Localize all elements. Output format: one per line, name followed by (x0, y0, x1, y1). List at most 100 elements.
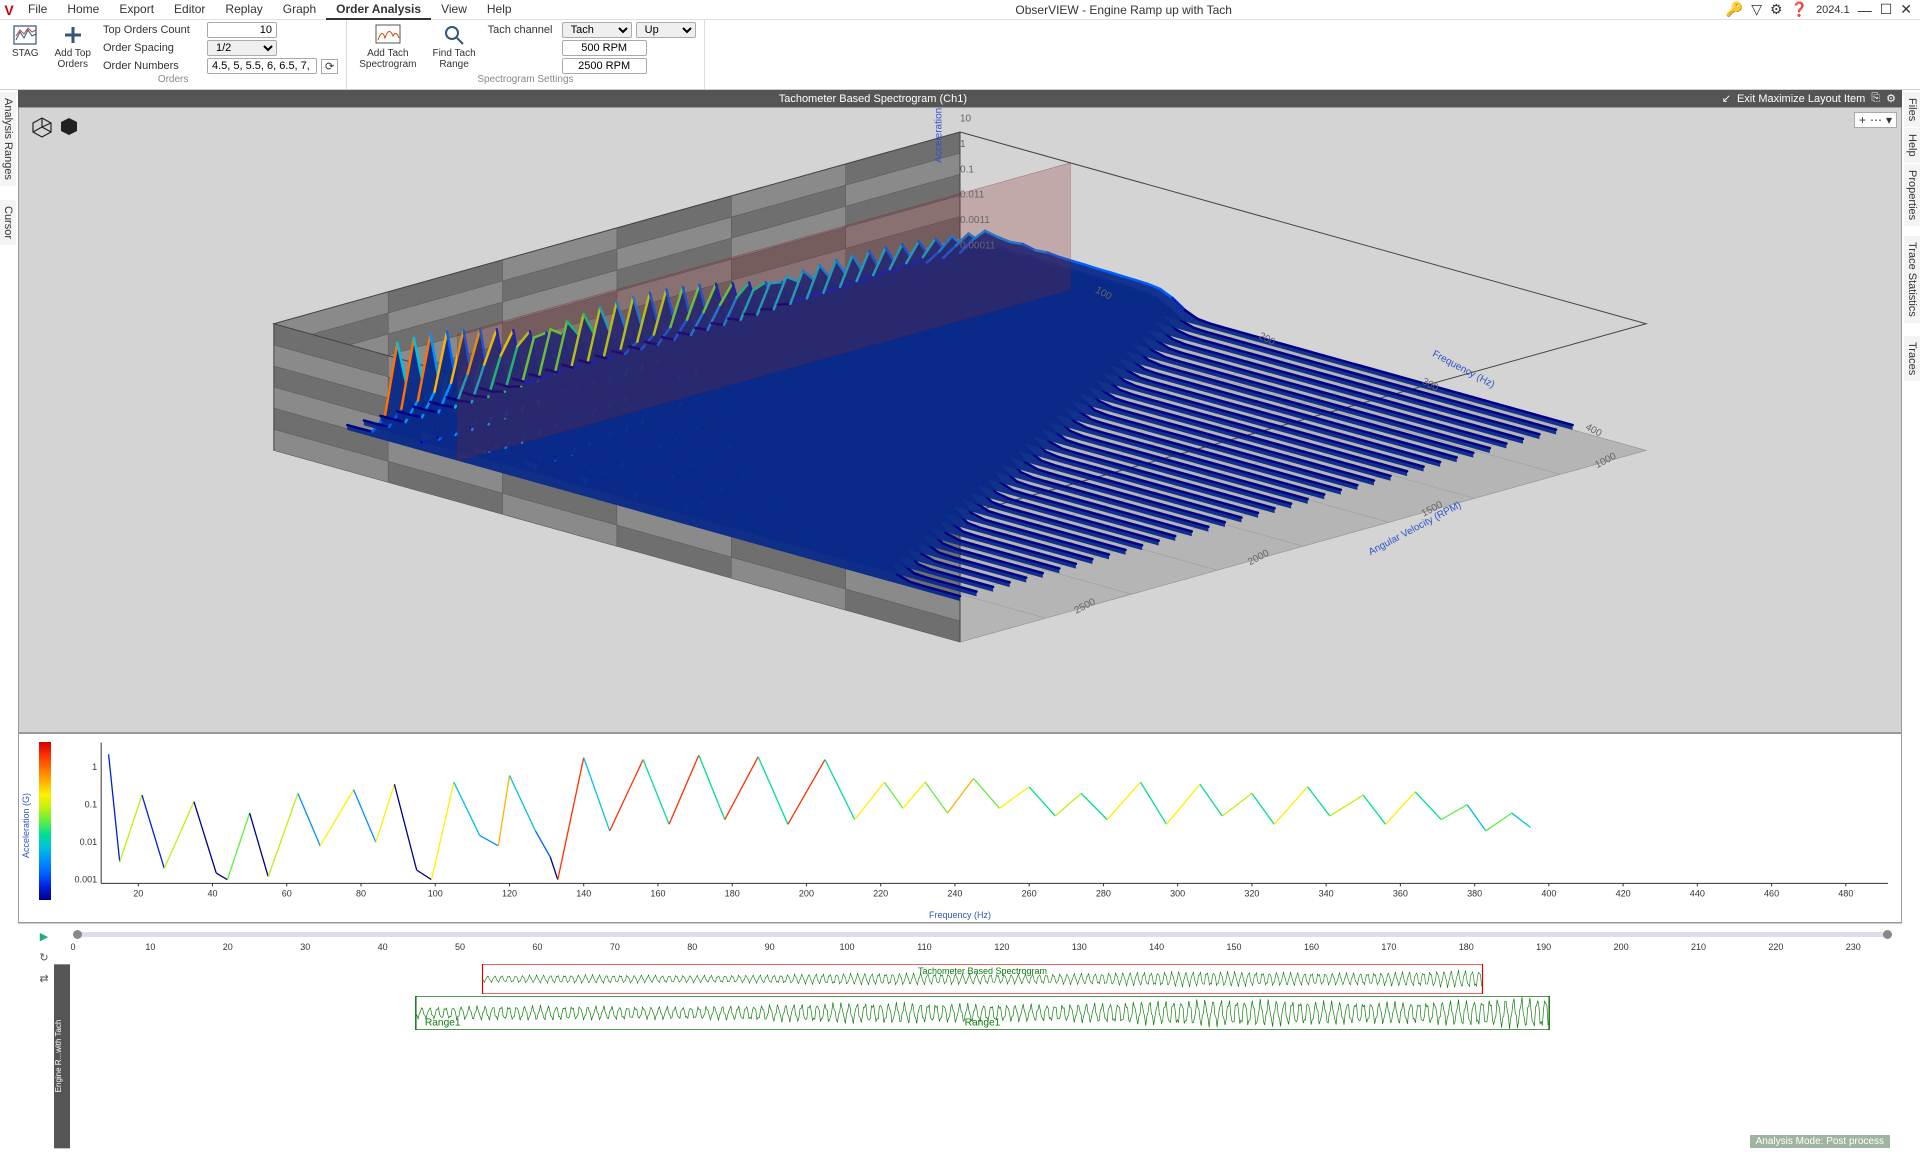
svg-text:60: 60 (282, 888, 292, 898)
svg-text:220: 220 (873, 888, 888, 898)
maximize-button[interactable]: ☐ (1880, 1, 1893, 18)
top-orders-count-input[interactable] (207, 22, 277, 38)
add-tach-spectrogram-button[interactable]: Add Tach Spectrogram (355, 22, 420, 72)
order-numbers-input[interactable] (207, 58, 317, 74)
svg-text:160: 160 (650, 888, 665, 898)
spectrogram-3d-view[interactable]: + ⋯ ▾ 100200300400Frequency (Hz)10001500… (18, 107, 1902, 733)
panel-3d-header: Tachometer Based Spectrogram (Ch1) ↙ Exi… (18, 90, 1902, 107)
side-tab-cursor[interactable]: Cursor (0, 200, 16, 245)
plot2d-xlabel: Frequency (Hz) (929, 910, 991, 920)
top-orders-count-label: Top Orders Count (103, 24, 203, 36)
close-button[interactable]: ✕ (1900, 1, 1912, 18)
help-icon[interactable]: ❓ (1791, 1, 1808, 18)
menu-home[interactable]: Home (57, 0, 109, 20)
add-top-orders-button[interactable]: Add Top Orders (50, 22, 95, 72)
svg-text:0.01: 0.01 (80, 837, 98, 847)
menu-view[interactable]: View (431, 0, 477, 20)
svg-text:Range1: Range1 (425, 1017, 461, 1028)
play-icon[interactable]: ▶ (40, 930, 48, 943)
analysis-mode-badge: Analysis Mode: Post process (1750, 1135, 1890, 1148)
titlebar: V FileHomeExportEditorReplayGraphOrder A… (0, 0, 1920, 20)
exit-maximize-icon[interactable]: ↙ (1722, 92, 1731, 105)
panel-gear-icon[interactable]: ⚙ (1886, 92, 1896, 105)
loop-icon[interactable]: ↻ (39, 951, 48, 964)
spectrogram-3d-svg: 100200300400Frequency (Hz)10001500200025… (19, 108, 1901, 732)
svg-text:420: 420 (1616, 888, 1631, 898)
tach-direction-select[interactable]: Up (636, 22, 696, 38)
menu-replay[interactable]: Replay (215, 0, 272, 20)
spectrum-2d-svg: 0.0010.010.11204060801001201401601802002… (71, 738, 1893, 902)
tach-channel-select[interactable]: Tach (562, 22, 632, 38)
main-menu: FileHomeExportEditorReplayGraphOrder Ana… (18, 0, 522, 20)
svg-text:0.001: 0.001 (75, 874, 98, 884)
panel-copy-icon[interactable]: ⎘ (1871, 92, 1880, 105)
timeline-row-range1[interactable]: Range1Range1 (73, 996, 1892, 1030)
more-icon[interactable]: ⋯ (1870, 113, 1882, 127)
spectrum-2d-plot[interactable]: Acceleration (G) 0.0010.010.112040608010… (18, 733, 1902, 923)
find-tach-range-label: Find Tach Range (432, 48, 475, 70)
cube-solid-icon[interactable] (59, 116, 79, 141)
svg-text:100: 100 (428, 888, 443, 898)
svg-text:1: 1 (92, 762, 97, 772)
stag-button[interactable]: STAG (8, 22, 42, 61)
svg-text:Frequency (Hz): Frequency (Hz) (1430, 349, 1496, 391)
dropdown-icon[interactable]: ▾ (1886, 113, 1892, 127)
order-spacing-select[interactable]: 1/2 (207, 40, 277, 56)
key-icon[interactable]: 🔑 (1726, 1, 1743, 18)
timeline-channel-label: Engine R...with Tach (54, 964, 70, 1148)
slider-thumb-start[interactable] (73, 930, 82, 939)
time-ruler: 0102030405060708090100110120130140150160… (73, 942, 1892, 958)
menu-editor[interactable]: Editor (164, 0, 215, 20)
menu-export[interactable]: Export (109, 0, 164, 20)
rpm-high-input[interactable] (562, 58, 647, 74)
svg-text:Tachometer Based Spectrogram: Tachometer Based Spectrogram (918, 966, 1047, 976)
timeline-slider[interactable] (73, 932, 1892, 937)
side-tab-analysis-ranges[interactable]: Analysis Ranges (0, 92, 16, 186)
slider-thumb-end[interactable] (1883, 930, 1892, 939)
menu-order-analysis[interactable]: Order Analysis (326, 0, 431, 20)
svg-text:240: 240 (947, 888, 962, 898)
ribbon: STAG Add Top Orders Top Orders Count Ord… (0, 20, 1920, 90)
side-tab-traces[interactable]: Traces (1904, 336, 1920, 381)
swap-icon[interactable]: ⇄ (39, 972, 48, 985)
filter-icon[interactable]: ▽ (1751, 1, 1762, 18)
side-tab-trace-statistics[interactable]: Trace Statistics (1904, 236, 1920, 323)
title-controls: 🔑 ▽ ⚙ ❓ 2024.1 — ☐ ✕ (1726, 1, 1920, 18)
add-tach-spec-label: Add Tach Spectrogram (359, 48, 416, 70)
svg-text:320: 320 (1244, 888, 1259, 898)
svg-text:40: 40 (208, 888, 218, 898)
svg-text:80: 80 (356, 888, 366, 898)
svg-text:480: 480 (1838, 888, 1853, 898)
svg-text:300: 300 (1170, 888, 1185, 898)
exit-maximize-button[interactable]: Exit Maximize Layout Item (1737, 93, 1865, 105)
side-tab-help[interactable]: Help (1904, 128, 1920, 163)
rpm-low-input[interactable] (562, 40, 647, 56)
window-title: ObserVIEW - Engine Ramp up with Tach (522, 3, 1726, 17)
add-trace-icon[interactable]: + (1859, 113, 1866, 127)
app-logo: V (0, 2, 18, 18)
svg-text:0.1: 0.1 (960, 164, 974, 175)
settings-icon[interactable]: ⚙ (1770, 1, 1783, 18)
menu-graph[interactable]: Graph (273, 0, 326, 20)
workspace: Tachometer Based Spectrogram (Ch1) ↙ Exi… (18, 90, 1902, 1152)
menu-help[interactable]: Help (477, 0, 522, 20)
refresh-icon[interactable]: ⟳ (321, 59, 338, 74)
svg-text:20: 20 (133, 888, 143, 898)
minimize-button[interactable]: — (1858, 2, 1872, 18)
svg-text:460: 460 (1764, 888, 1779, 898)
svg-text:10: 10 (960, 114, 972, 125)
timeline-panel: ▶ ↻ ⇄ 0102030405060708090100110120130140… (18, 923, 1902, 1152)
menu-file[interactable]: File (18, 0, 57, 20)
find-tach-range-button[interactable]: Find Tach Range (428, 22, 479, 72)
order-spacing-label: Order Spacing (103, 42, 203, 54)
timeline-row-spectrogram[interactable]: Tachometer Based Spectrogram (73, 964, 1892, 994)
svg-text:0.0011: 0.0011 (960, 215, 990, 226)
cube-outline-icon[interactable] (31, 116, 53, 141)
tach-channel-label: Tach channel (488, 24, 558, 36)
svg-text:140: 140 (576, 888, 591, 898)
side-tab-properties[interactable]: Properties (1904, 164, 1920, 226)
svg-text:0.00011: 0.00011 (960, 240, 996, 251)
add-top-orders-label: Add Top Orders (54, 48, 91, 70)
side-tab-files[interactable]: Files (1904, 92, 1920, 127)
svg-text:200: 200 (799, 888, 814, 898)
